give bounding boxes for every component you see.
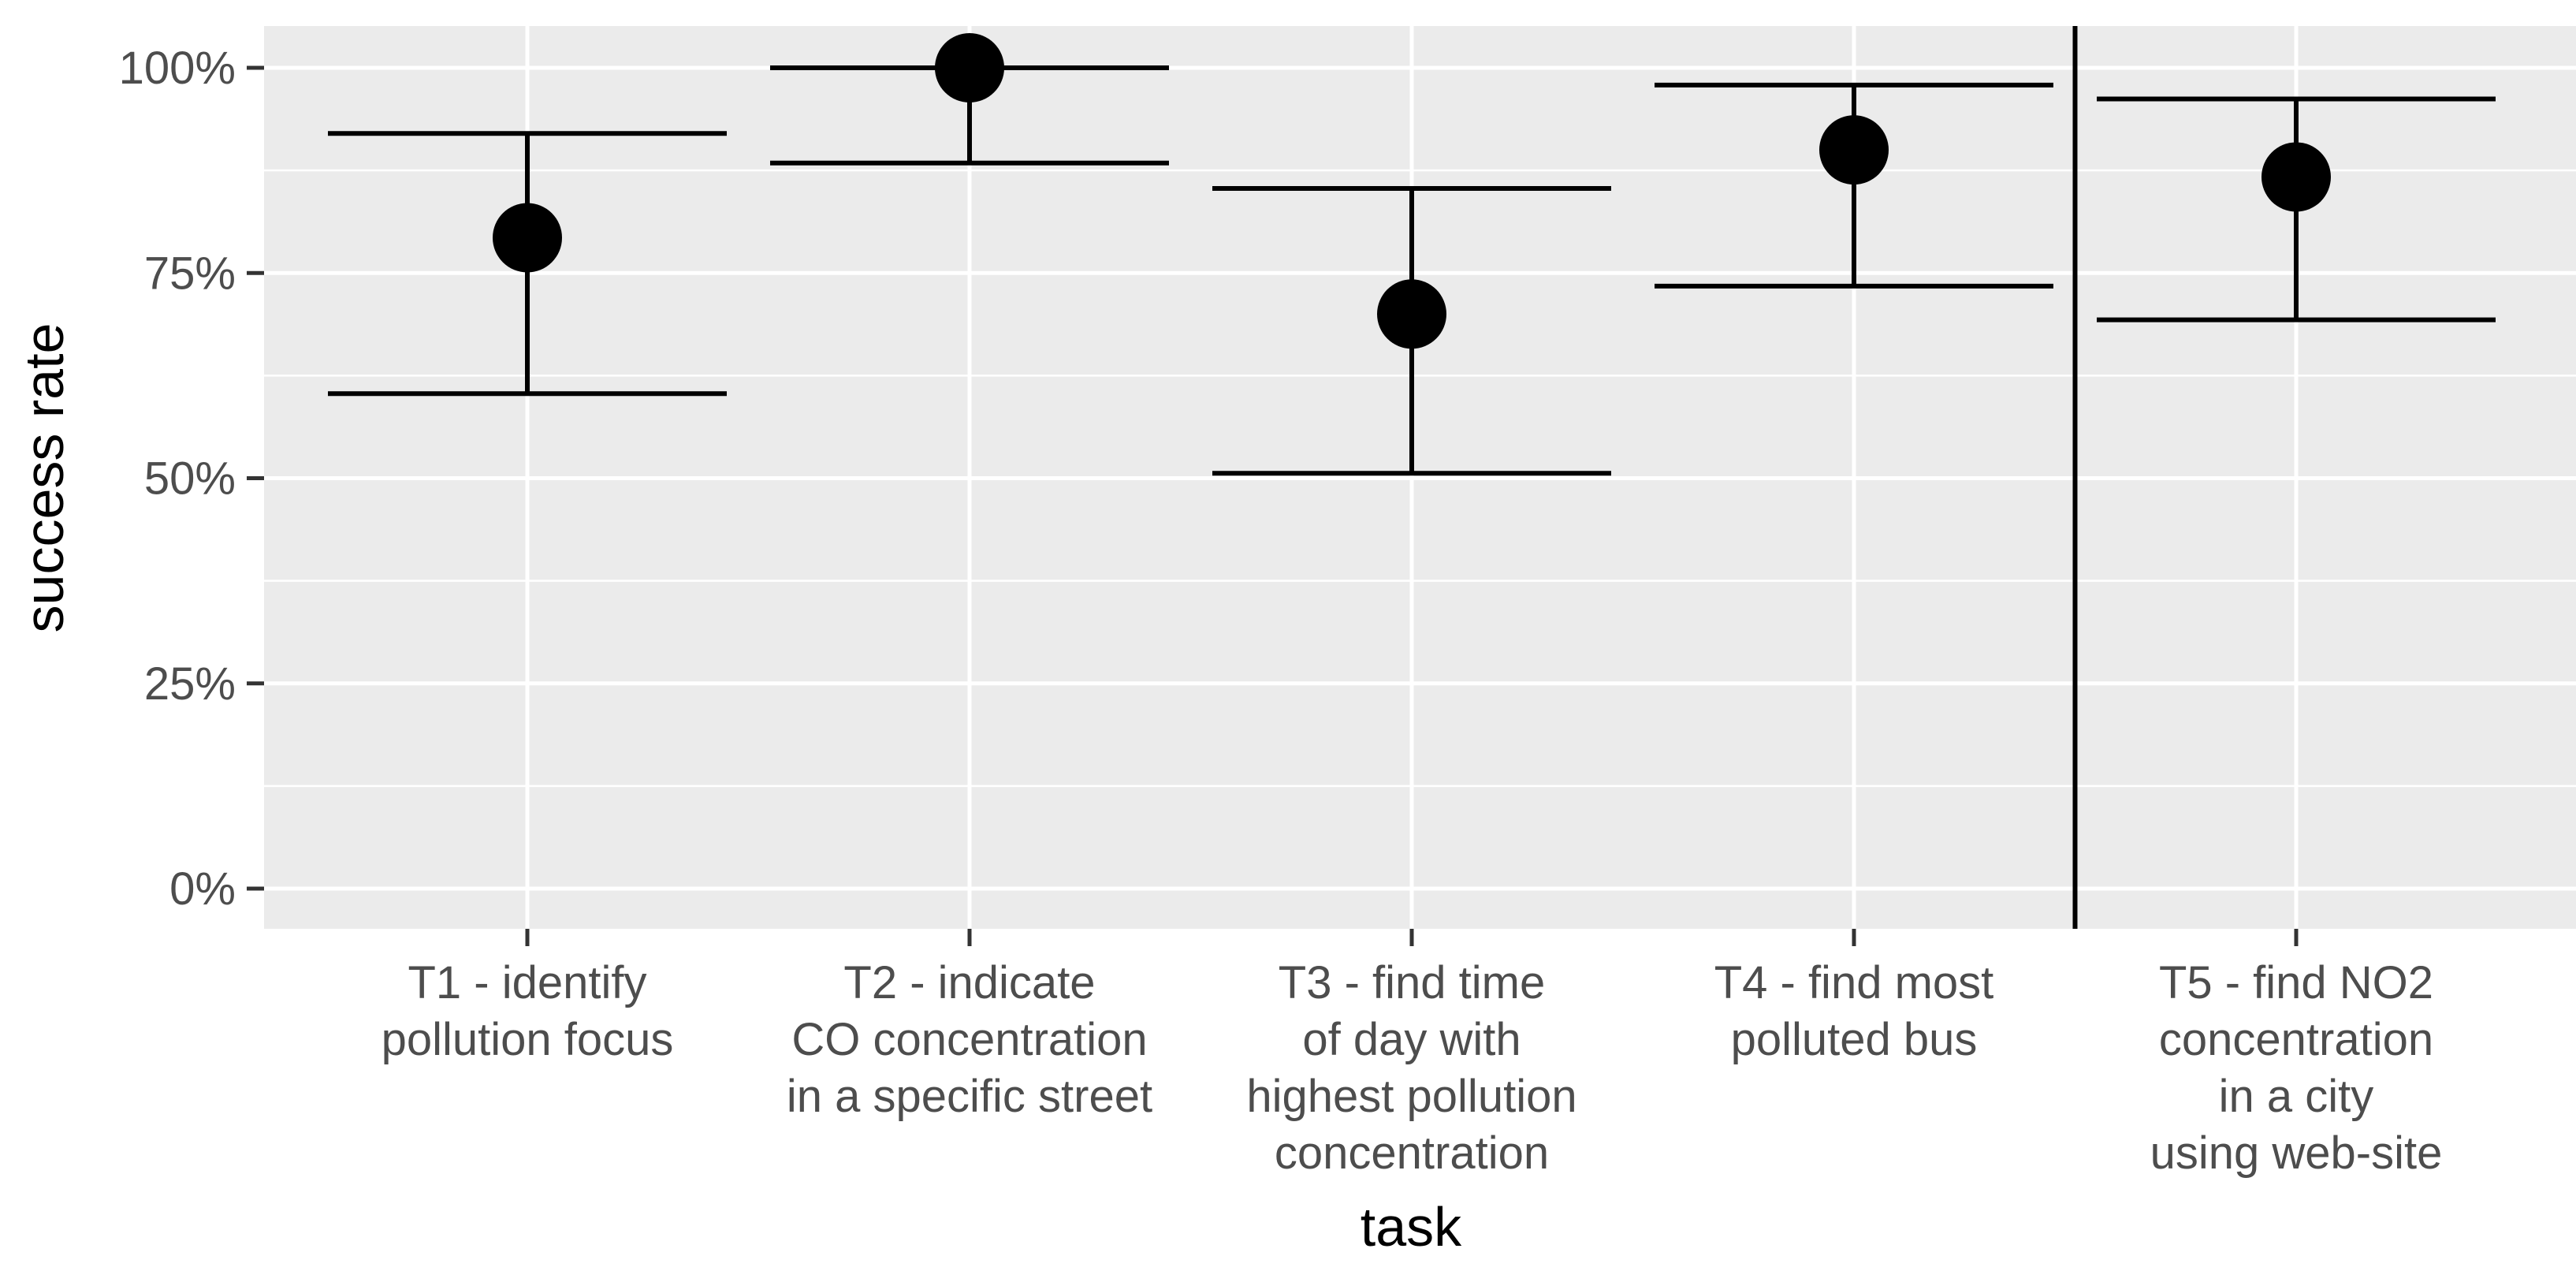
x-tick-label-line: T5 - find NO2 xyxy=(2159,957,2433,1008)
grid-minor xyxy=(264,169,2576,788)
x-tick-label-line: in a specific street xyxy=(787,1071,1152,1122)
x-tick-label-line: polluted bus xyxy=(1731,1014,1978,1065)
x-tick-label: T2 - indicate CO concentration in a specif… xyxy=(787,957,1152,1122)
x-tick-label: T5 - find NO2 concentration in a city using… xyxy=(2150,957,2443,1179)
y-axis-title: success rate xyxy=(13,323,75,633)
y-tick-label: 0% xyxy=(169,863,236,915)
x-tick-label-line: of day with xyxy=(1302,1014,1521,1065)
x-tick-label: T3 - find time of day with highest polluti… xyxy=(1246,957,1576,1179)
x-tick-label: T1 - identify pollution focus xyxy=(382,957,674,1065)
y-tick-label: 25% xyxy=(144,658,236,710)
x-tick-label-line: T1 - identify xyxy=(408,957,647,1008)
data-point xyxy=(1377,279,1446,349)
data-point xyxy=(935,33,1004,102)
x-tick-label-line: using web-site xyxy=(2150,1128,2443,1179)
x-tick-label-line: in a city xyxy=(2219,1071,2374,1122)
y-tick-label: 100% xyxy=(119,43,236,94)
x-axis-title: task xyxy=(1361,1196,1462,1258)
x-tick-label-line: pollution focus xyxy=(382,1014,674,1065)
x-tick-label: T4 - find most polluted bus xyxy=(1714,957,1994,1065)
x-axis: T1 - identify pollution focus T2 - indicat… xyxy=(382,929,2443,1179)
x-tick-label-line: highest pollution xyxy=(1246,1071,1576,1122)
data-point xyxy=(1819,115,1889,185)
data-point xyxy=(493,203,562,273)
data-point xyxy=(2261,142,2331,212)
grid-major xyxy=(264,26,2576,929)
x-tick-label-line: T4 - find most xyxy=(1714,957,1994,1008)
x-tick-label-line: T3 - find time xyxy=(1279,957,1545,1008)
y-tick-label: 50% xyxy=(144,453,236,505)
x-tick-label-line: concentration xyxy=(1275,1128,1549,1179)
y-tick-label: 75% xyxy=(144,248,236,299)
x-tick-label-line: T2 - indicate xyxy=(843,957,1095,1008)
x-tick-label-line: CO concentration xyxy=(791,1014,1147,1065)
x-tick-label-line: concentration xyxy=(2159,1014,2433,1065)
y-axis: 0% 25% 50% 75% 100% xyxy=(119,43,264,915)
data-points xyxy=(493,33,2331,349)
